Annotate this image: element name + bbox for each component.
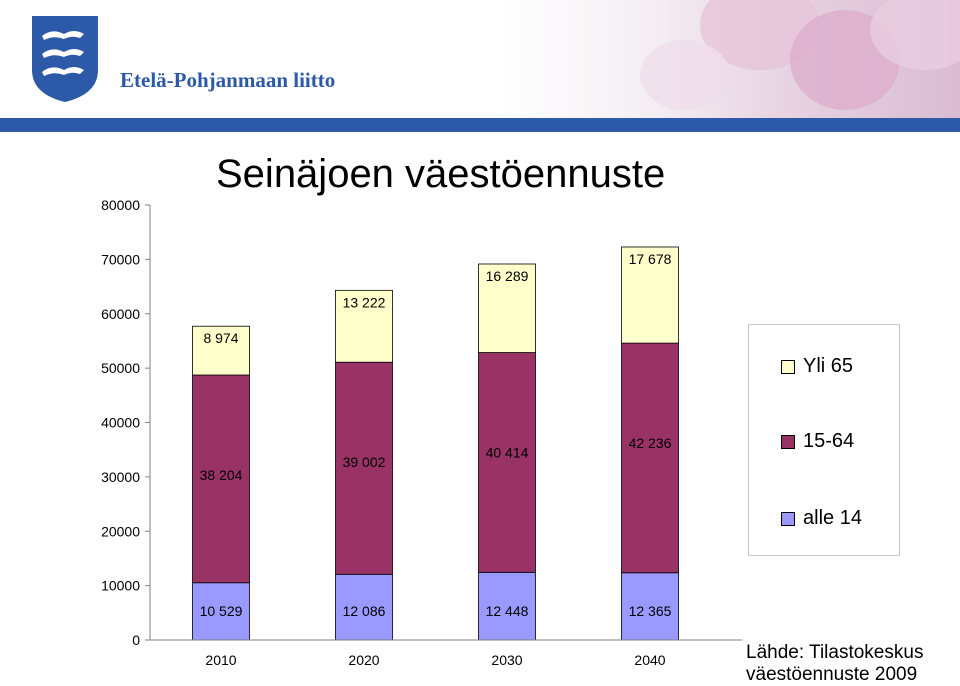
bar-segment [478, 571, 536, 641]
x-tick-label: 2030 [491, 652, 522, 668]
y-tick-label: 70000 [101, 251, 140, 267]
bar-segment [478, 263, 536, 353]
data-label: 42 236 [629, 435, 672, 451]
legend-item-yli-65: Yli 65 [781, 355, 853, 378]
bar-segment [335, 361, 393, 575]
legend-label-alle-14: alle 14 [803, 507, 862, 529]
bar-segment [192, 325, 250, 376]
x-tick-label: 2010 [205, 652, 236, 668]
y-tick-label: 30000 [101, 469, 140, 485]
data-label: 12 365 [629, 603, 672, 619]
source-line-2: väestöennuste 2009 [746, 664, 918, 685]
x-tick-label: 2020 [348, 652, 379, 668]
data-label: 39 002 [343, 454, 386, 470]
data-label: 8 974 [203, 330, 238, 346]
data-label: 13 222 [343, 294, 386, 310]
legend-swatch-15-64 [781, 434, 795, 449]
y-axis: 0 10000 20000 30000 40000 50000 60000 70000 8000… [101, 197, 151, 648]
bar-segment [621, 342, 679, 574]
data-label: 40 414 [486, 445, 529, 461]
bar-segment [335, 289, 393, 363]
bars: 10 529 38 204 8 974 12 086 39 002 13 222 12 44… [192, 246, 679, 641]
data-label: 10 529 [200, 603, 243, 619]
legend-item-15-64: 15-64 [781, 430, 854, 453]
data-label: 17 678 [629, 251, 672, 267]
legend-item-alle-14: alle 14 [781, 507, 862, 530]
bar-segment [192, 374, 250, 584]
legend-swatch-alle-14 [781, 511, 795, 526]
chart-title: Seinäjoen väestöennuste [216, 152, 666, 196]
y-tick-label: 60000 [101, 306, 140, 322]
legend-swatch-yli-65 [781, 359, 795, 374]
org-name: Etelä-Pohjanmaan liitto [120, 68, 336, 92]
data-label: 38 204 [200, 467, 243, 483]
y-tick-label: 0 [132, 632, 140, 648]
data-label: 16 289 [486, 268, 529, 284]
heraldic-shield-logo-icon [32, 16, 98, 102]
bar-segment [335, 573, 393, 641]
source-line-1: Lähde: Tilastokeskus [746, 642, 924, 663]
bar-segment [621, 246, 679, 344]
y-tick-label: 10000 [101, 578, 140, 594]
bar-segment [192, 582, 250, 641]
legend-label-15-64: 15-64 [803, 430, 855, 452]
source-note: Lähde: Tilastokeskus väestöennuste 2009 [746, 642, 923, 686]
y-tick-label: 80000 [101, 197, 140, 213]
banner-stripe [0, 118, 960, 132]
data-label: 12 086 [343, 603, 386, 619]
y-tick-label: 40000 [101, 415, 140, 431]
x-axis: 2010 2020 2030 2040 [150, 639, 742, 668]
x-tick-label: 2040 [634, 652, 665, 668]
legend-label-yli-65: Yli 65 [803, 355, 854, 377]
data-label: 12 448 [486, 603, 529, 619]
header-banner: Etelä-Pohjanmaan liitto [0, 0, 960, 132]
bar-segment [478, 352, 536, 573]
y-tick-label: 20000 [101, 523, 140, 539]
legend: Yli 65 15-64 alle 14 [748, 324, 900, 556]
y-tick-label: 50000 [101, 360, 140, 376]
flower-decoration [640, 40, 730, 110]
